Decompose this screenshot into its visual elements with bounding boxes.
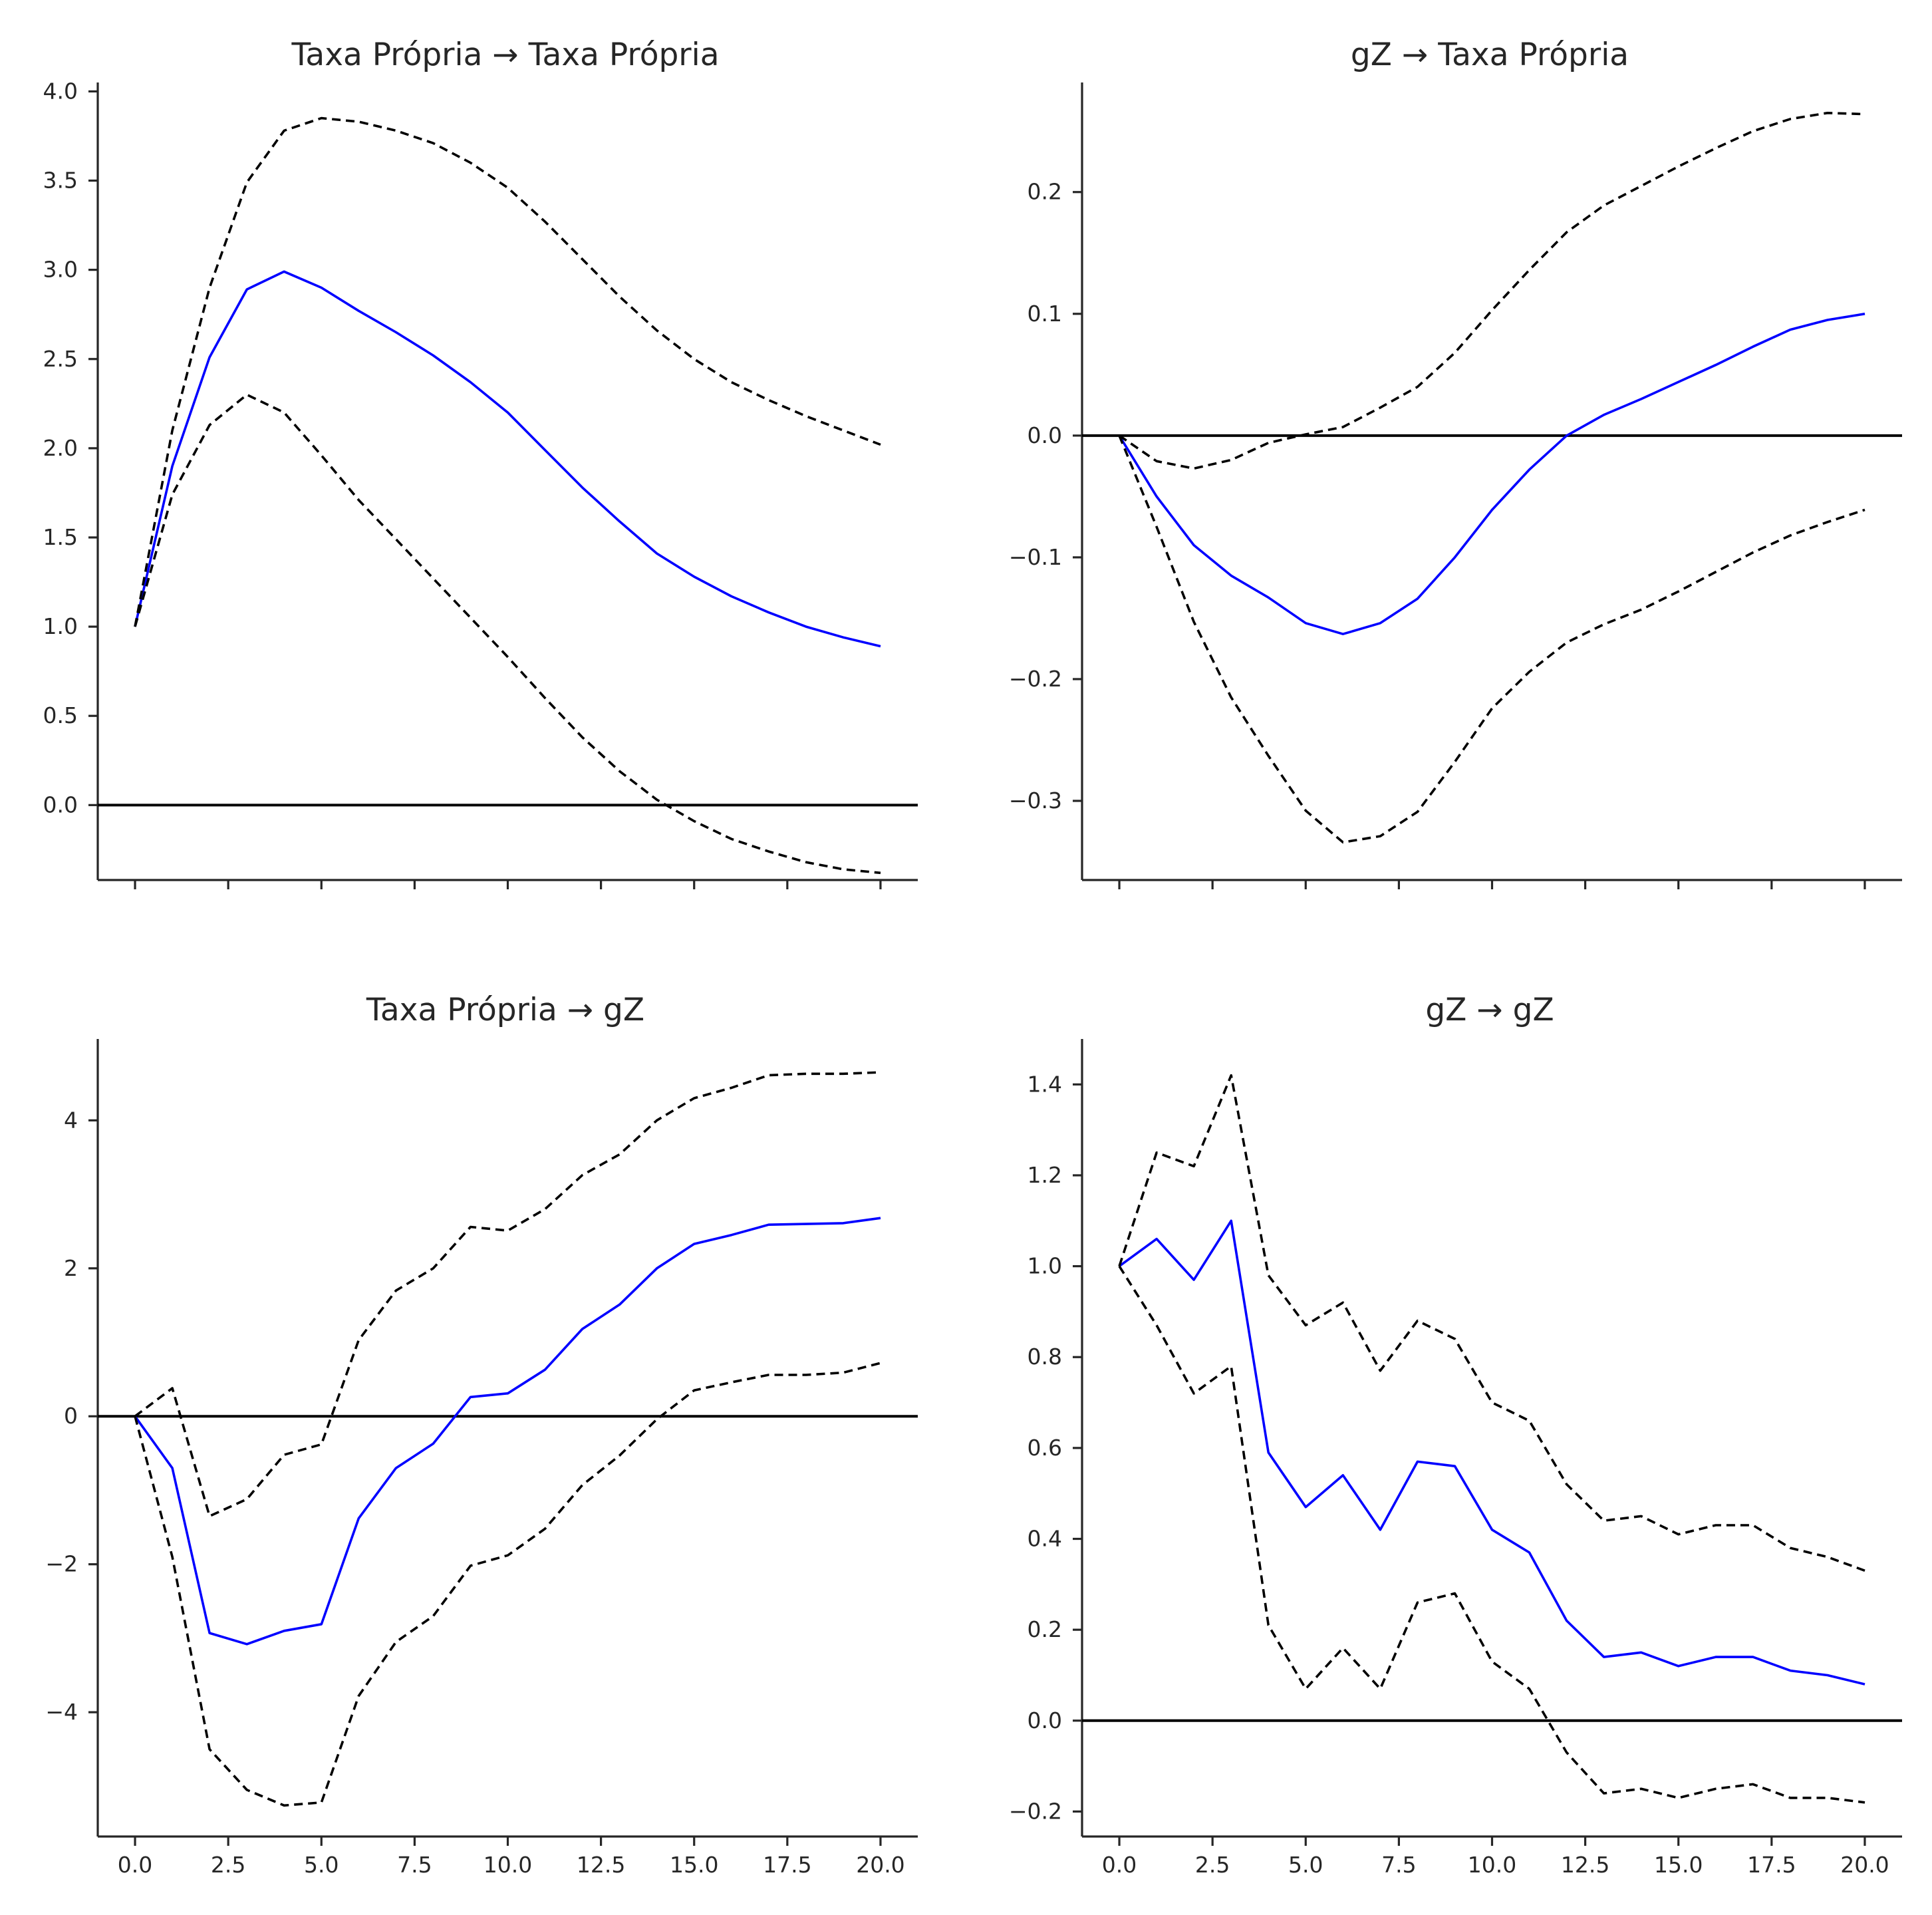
y-tick-label: 0.0 [1028, 1707, 1062, 1733]
y-tick-label: 4 [64, 1107, 78, 1133]
y-tick-label: 0.6 [1028, 1435, 1062, 1461]
x-tick-label: 2.5 [1195, 1852, 1230, 1878]
plot-area: 0.0 2.5 5.0 7.5 10.0 12.5 15.0 17.5 20.0 −4 −2 0 2 4 [45, 1039, 918, 1878]
lower-confidence-band [134, 393, 881, 875]
x-tick-label: 20.0 [1840, 1852, 1889, 1878]
x-tick-label: 5.0 [1288, 1852, 1323, 1878]
y-tick-label: 1.4 [1028, 1071, 1062, 1097]
panel-title: gZ → Taxa Própria [1351, 37, 1629, 73]
panel-title: Taxa Própria → gZ [366, 992, 644, 1028]
y-tick-label: 4.0 [43, 78, 78, 104]
upper-confidence-band [1118, 1074, 1865, 1572]
plot-area: −0.3 −0.2 −0.1 0.0 0.1 0.2 [1009, 82, 1902, 889]
x-tick-label: 5.0 [304, 1852, 339, 1878]
y-tick-label: 1.2 [1028, 1162, 1062, 1188]
y-tick-label: 2.5 [43, 346, 78, 372]
upper-confidence-band [134, 116, 881, 627]
impulse-response-line [134, 270, 881, 648]
y-tick-label: 2 [64, 1255, 78, 1281]
panel-title: gZ → gZ [1425, 992, 1554, 1028]
x-tick-label: 0.0 [118, 1852, 152, 1878]
x-tick-label: 10.0 [1468, 1852, 1516, 1878]
impulse-response-line [1118, 1219, 1865, 1686]
x-tick-label: 7.5 [397, 1852, 432, 1878]
x-tick-label: 12.5 [577, 1852, 625, 1878]
y-tick-label: 2.0 [43, 435, 78, 461]
y-tick-label: −0.2 [1009, 666, 1062, 692]
y-tick-label: 0.0 [1028, 422, 1062, 448]
y-tick-label: 0.8 [1028, 1344, 1062, 1370]
x-tick-label: 0.0 [1102, 1852, 1137, 1878]
plot-area: 0.0 0.5 1.0 1.5 2.0 2.5 3.0 3.5 4.0 [43, 78, 918, 889]
x-tick-label: 10.0 [483, 1852, 532, 1878]
x-tick-label: 7.5 [1381, 1852, 1416, 1878]
y-tick-label: −4 [45, 1699, 78, 1725]
impulse-response-line [1118, 313, 1865, 636]
y-tick-label: 3.0 [43, 257, 78, 283]
plot-area: 0.0 2.5 5.0 7.5 10.0 12.5 15.0 17.5 20.0 −0.2 0.0 0… [1009, 1039, 1902, 1878]
x-tick-label: 15.0 [1654, 1852, 1703, 1878]
y-tick-label: −0.1 [1009, 544, 1062, 570]
x-tick-label: 17.5 [1747, 1852, 1796, 1878]
panel-taxa-propria-to-gz: Taxa Própria → gZ 0.0 2.5 5.0 7.5 10.0 12.5 15… [45, 992, 918, 1878]
lower-confidence-band [1118, 435, 1865, 844]
lower-confidence-band [134, 1362, 881, 1807]
x-tick-label: 17.5 [763, 1852, 811, 1878]
y-tick-label: 0.0 [43, 792, 78, 817]
y-tick-label: −2 [45, 1551, 78, 1577]
y-tick-label: 1.5 [43, 524, 78, 550]
upper-confidence-band [134, 1071, 881, 1518]
y-tick-label: 1.0 [1028, 1253, 1062, 1279]
y-tick-label: 3.5 [43, 168, 78, 194]
panel-gz-to-gz: gZ → gZ 0.0 2.5 5.0 7.5 10.0 12.5 15.0 17.5 20.0… [1009, 992, 1902, 1878]
y-tick-label: −0.2 [1009, 1798, 1062, 1824]
panel-title: Taxa Própria → Taxa Própria [291, 37, 720, 73]
y-tick-label: −0.3 [1009, 788, 1062, 813]
impulse-response-line [134, 1217, 881, 1646]
y-tick-label: 0 [64, 1403, 78, 1429]
y-tick-label: 0.4 [1028, 1526, 1062, 1552]
y-tick-label: 0.2 [1028, 1616, 1062, 1642]
y-tick-label: 0.2 [1028, 179, 1062, 205]
x-tick-label: 12.5 [1561, 1852, 1609, 1878]
x-tick-label: 20.0 [856, 1852, 904, 1878]
panel-gz-to-taxa-propria: gZ → Taxa Própria −0.3 −0.2 −0.1 0.0 0.1 0.2 [1009, 37, 1902, 889]
lower-confidence-band [1118, 1265, 1865, 1804]
y-tick-label: 0.1 [1028, 301, 1062, 327]
y-tick-label: 0.5 [43, 702, 78, 728]
y-tick-label: 1.0 [43, 613, 78, 639]
panel-taxa-propria-to-taxa-propria: Taxa Própria → Taxa Própria 0.0 0.5 1.0 1.5… [43, 37, 918, 889]
x-tick-label: 15.0 [670, 1852, 718, 1878]
x-tick-label: 2.5 [211, 1852, 245, 1878]
